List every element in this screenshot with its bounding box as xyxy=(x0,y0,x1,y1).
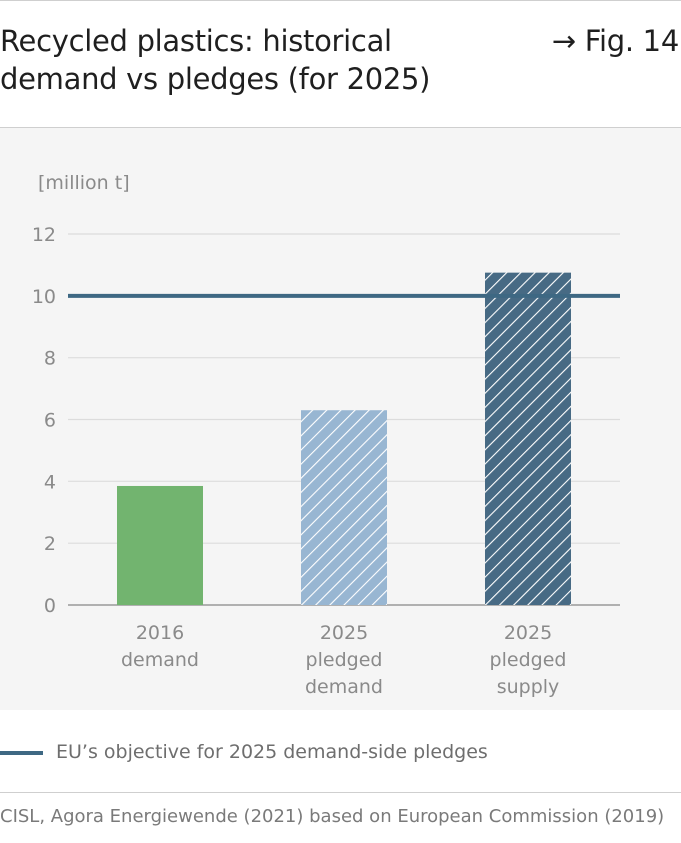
chart-title: Recycled plastics: historical demand vs … xyxy=(0,24,431,96)
x-tick-label: pledged xyxy=(490,649,567,671)
x-tick-label: supply xyxy=(497,676,560,698)
bar-2 xyxy=(485,272,571,605)
y-tick-label: 4 xyxy=(44,471,56,493)
y-tick-label: 0 xyxy=(44,595,56,617)
y-tick-label: 8 xyxy=(44,348,56,370)
figure-reference: → Fig. 14 xyxy=(551,24,680,58)
x-tick-label: 2025 xyxy=(320,622,368,644)
top-rule xyxy=(0,0,681,1)
legend: EU’s objective for 2025 demand-side pled… xyxy=(0,735,681,771)
legend-label: EU’s objective for 2025 demand-side pled… xyxy=(56,741,488,763)
y-tick-label: 10 xyxy=(32,286,56,308)
source-note: CISL, Agora Energiewende (2021) based on… xyxy=(0,806,665,827)
x-tick-label: 2016 xyxy=(136,622,184,644)
bar-chart: [million t] 0 2 4 6 8 10 12 2016 demand 2025 pledge… xyxy=(32,172,620,698)
x-tick-label: 2025 xyxy=(504,622,552,644)
y-tick-label: 6 xyxy=(44,410,56,432)
x-tick-label: demand xyxy=(121,649,199,671)
x-tick-label: demand xyxy=(305,676,383,698)
legend-line-swatch xyxy=(0,751,43,755)
bar-0 xyxy=(117,485,203,605)
y-axis-unit-label: [million t] xyxy=(38,172,130,194)
y-tick-label: 2 xyxy=(44,533,56,555)
bar-1 xyxy=(301,410,387,605)
y-tick-label: 12 xyxy=(32,224,56,246)
bottom-rule xyxy=(0,792,681,793)
title-rule xyxy=(0,127,681,128)
x-tick-label: pledged xyxy=(306,649,383,671)
